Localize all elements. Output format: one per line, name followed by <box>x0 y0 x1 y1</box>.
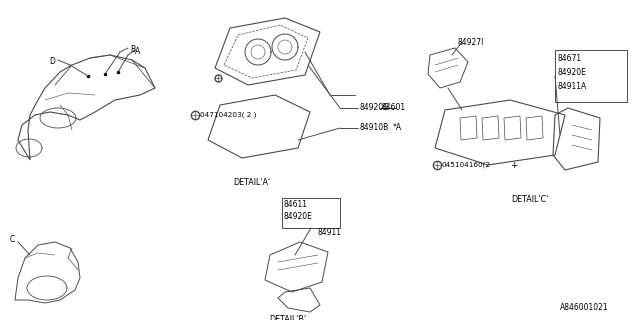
Text: 84920E: 84920E <box>558 68 587 77</box>
Text: 84601: 84601 <box>382 103 406 113</box>
Text: B: B <box>130 44 135 53</box>
Text: DETAIL'C': DETAIL'C' <box>511 195 548 204</box>
Text: +: + <box>510 161 518 170</box>
Text: 047104203( 2 ): 047104203( 2 ) <box>200 112 257 118</box>
Text: 84927I: 84927I <box>458 38 484 47</box>
Text: 84611: 84611 <box>284 200 308 209</box>
Text: 84911A: 84911A <box>558 82 588 91</box>
Text: 84671: 84671 <box>558 54 582 63</box>
Text: 84910B: 84910B <box>360 124 389 132</box>
Text: 84920G: 84920G <box>360 103 390 113</box>
Text: 84920E: 84920E <box>284 212 313 221</box>
Text: DETAIL'A': DETAIL'A' <box>234 178 271 187</box>
Text: A846001021: A846001021 <box>560 303 609 312</box>
Text: D: D <box>49 57 55 66</box>
Text: 045104160(2: 045104160(2 <box>442 162 491 168</box>
Text: A: A <box>135 47 140 57</box>
Text: *A: *A <box>393 124 402 132</box>
Bar <box>555 50 627 102</box>
Text: DETAIL'B': DETAIL'B' <box>269 315 307 320</box>
Bar <box>282 198 340 228</box>
Text: C: C <box>10 236 15 244</box>
Text: 84911: 84911 <box>318 228 342 237</box>
